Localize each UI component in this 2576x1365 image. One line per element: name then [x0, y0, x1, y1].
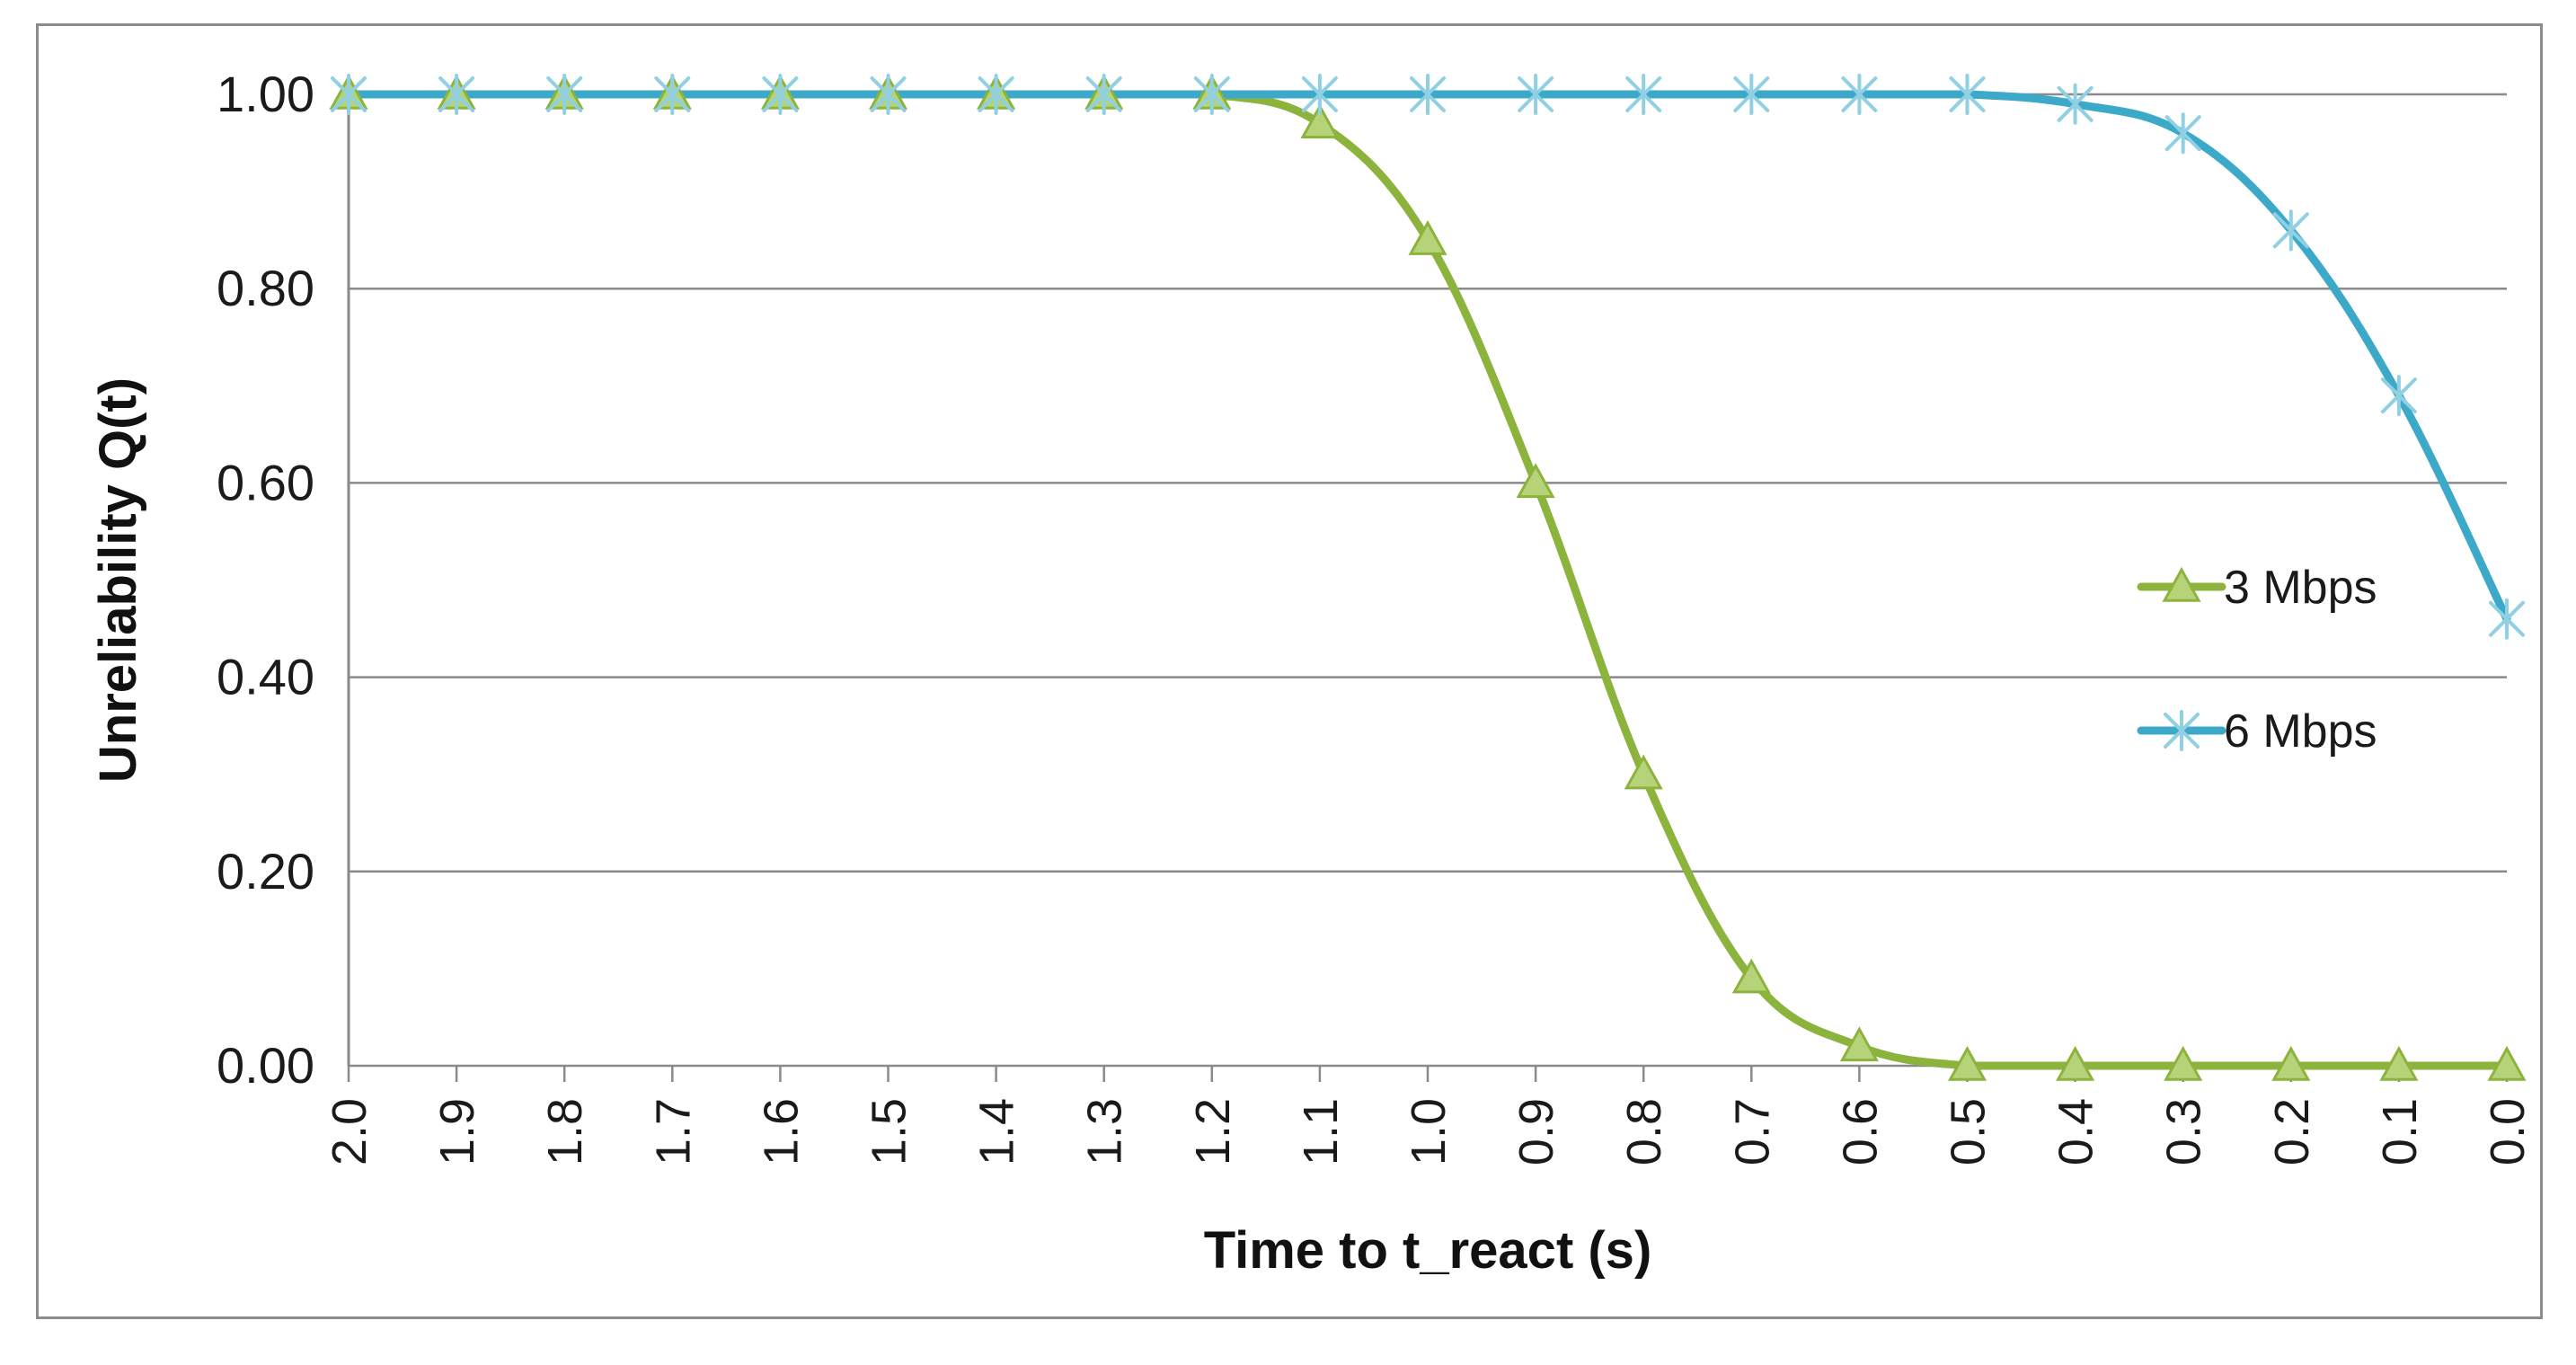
data-point-6-mbps: [870, 74, 907, 115]
x-tick-label: 1.1: [1294, 1098, 1348, 1166]
y-tick-label: 1.00: [217, 66, 314, 122]
y-axis-ticks: 0.00 0.20 0.40 0.60 0.80 1.00: [217, 66, 314, 1094]
y-axis-title: Unreliability Q(t): [89, 377, 147, 783]
x-tick-label: 0.0: [2481, 1098, 2535, 1166]
data-point-6-mbps: [1949, 74, 1986, 115]
x-tick-label: 1.0: [1402, 1098, 1456, 1166]
series-markers: [329, 74, 2527, 1081]
y-tick-label: 0.00: [217, 1037, 314, 1094]
x-tick-label: 0.8: [1617, 1098, 1671, 1166]
data-point-6-mbps: [1841, 74, 1878, 115]
legend-marker-3-mbps: [2162, 566, 2201, 602]
x-tick-label: 1.3: [1078, 1098, 1132, 1166]
data-point-3-mbps: [2056, 1045, 2095, 1081]
data-point-3-mbps: [2164, 1045, 2203, 1081]
x-tick-label: 0.6: [1833, 1098, 1887, 1166]
y-tick-label: 0.40: [217, 649, 314, 705]
x-tick-label: 0.5: [1942, 1098, 1996, 1166]
y-tick-label: 0.60: [217, 454, 314, 510]
x-tick-label: 0.2: [2265, 1098, 2319, 1166]
series-lines: [344, 90, 2511, 1070]
x-tick-label: 0.1: [2373, 1098, 2427, 1166]
data-point-6-mbps: [2489, 598, 2525, 640]
x-tick-label: 1.2: [1186, 1098, 1240, 1166]
data-point-6-mbps: [1301, 74, 1338, 115]
data-point-6-mbps: [2380, 375, 2417, 417]
data-point-3-mbps: [2379, 1045, 2419, 1081]
x-tick-label: 1.7: [646, 1098, 700, 1166]
x-tick-label: 1.9: [430, 1098, 484, 1166]
legend-marker-6-mbps: [2164, 710, 2200, 751]
data-point-6-mbps: [1410, 74, 1446, 115]
data-point-6-mbps: [1733, 74, 1770, 115]
data-point-6-mbps: [1625, 74, 1662, 115]
legend-label-6-mbps: 6 Mbps: [2224, 705, 2377, 758]
data-point-6-mbps: [1518, 74, 1554, 115]
data-point-6-mbps: [546, 74, 583, 115]
x-tick-label: 0.3: [2157, 1098, 2211, 1166]
data-point-6-mbps: [2272, 209, 2309, 252]
data-point-3-mbps: [2271, 1045, 2311, 1081]
data-point-3-mbps: [1731, 958, 1771, 994]
data-point-6-mbps: [438, 74, 475, 115]
x-axis-title: Time to t_react (s): [1204, 1221, 1652, 1280]
x-tick-label: 1.6: [754, 1098, 808, 1166]
data-point-3-mbps: [1408, 220, 1447, 255]
data-point-6-mbps: [2164, 112, 2201, 155]
y-tick-label: 0.20: [217, 843, 314, 900]
data-point-3-mbps: [2487, 1045, 2527, 1081]
data-point-6-mbps: [654, 74, 691, 115]
data-point-6-mbps: [1193, 74, 1230, 115]
x-tick-label: 0.7: [1725, 1098, 1779, 1166]
chart-frame: 0.00 0.20 0.40 0.60 0.80 1.00 2.0 1.9 1.8 1.7 1.6…: [36, 23, 2543, 1319]
x-tick-label: 0.9: [1509, 1098, 1563, 1166]
data-point-6-mbps: [978, 74, 1014, 115]
data-point-3-mbps: [1516, 463, 1555, 499]
x-tick-label: 1.8: [538, 1098, 592, 1166]
data-point-3-mbps: [1839, 1026, 1879, 1062]
data-point-6-mbps: [762, 74, 799, 115]
x-axis-ticks: 2.0 1.9 1.8 1.7 1.6 1.5 1.4 1.3 1.2 1.1 1.0 0.9 0.8 0…: [323, 1066, 2535, 1166]
data-point-6-mbps: [331, 74, 367, 115]
x-tick-label: 0.4: [2049, 1098, 2103, 1166]
legend: 3 Mbps 6 Mbps: [2137, 562, 2377, 758]
data-point-6-mbps: [1085, 74, 1122, 115]
data-point-3-mbps: [1300, 103, 1340, 139]
legend-label-3-mbps: 3 Mbps: [2224, 562, 2377, 614]
data-point-6-mbps: [2057, 83, 2094, 125]
y-tick-label: 0.80: [217, 260, 314, 316]
x-tick-label: 1.5: [863, 1098, 916, 1166]
series-line-6-mbps: [344, 90, 2511, 624]
line-chart: 0.00 0.20 0.40 0.60 0.80 1.00 2.0 1.9 1.8 1.7 1.6…: [89, 66, 2535, 1280]
data-point-3-mbps: [1947, 1045, 1987, 1081]
data-point-3-mbps: [1624, 754, 1663, 790]
x-tick-label: 2.0: [323, 1098, 376, 1166]
x-tick-label: 1.4: [970, 1098, 1024, 1166]
